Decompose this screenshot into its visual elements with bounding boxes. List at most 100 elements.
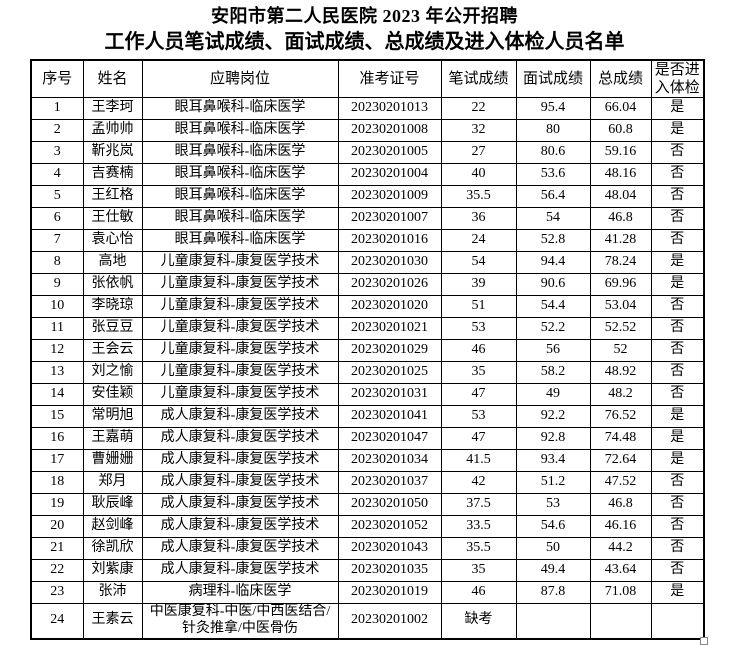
cell-name: 安佳颖 (82, 382, 143, 406)
table-header-row: 序号 姓名 应聘岗位 准考证号 笔试成绩 面试成绩 总成绩 是否进入体检 (30, 59, 705, 98)
cell-seq: 12 (30, 338, 84, 362)
cell-seq: 6 (30, 206, 84, 230)
cell-ticket-number: 20230201004 (337, 162, 442, 186)
cell-ticket-number: 20230201034 (337, 448, 442, 472)
cell-ticket-number: 20230201013 (337, 96, 442, 120)
cell-interview-score: 49.4 (515, 558, 591, 582)
table-row: 9 张依帆 儿童康复科-康复医学技术 20230201026 39 90.6 6… (30, 272, 705, 296)
cell-total-score: 44.2 (589, 536, 652, 560)
cell-written-score: 35 (440, 558, 517, 582)
table-row: 22 刘紫康 成人康复科-康复医学技术 20230201035 35 49.4 … (30, 558, 705, 582)
cell-physical-exam: 否 (650, 514, 705, 538)
table-row: 19 耿辰峰 成人康复科-康复医学技术 20230201050 37.5 53 … (30, 492, 705, 516)
cell-ticket-number: 20230201005 (337, 140, 442, 164)
cell-position: 眼耳鼻喉科-临床医学 (141, 206, 339, 230)
cell-position: 成人康复科-康复医学技术 (141, 492, 339, 516)
cell-seq: 22 (30, 558, 84, 582)
cell-ticket-number: 20230201002 (337, 602, 442, 640)
cell-physical-exam: 是 (650, 448, 705, 472)
results-table-body: 1 王李珂 眼耳鼻喉科-临床医学 20230201013 22 95.4 66.… (30, 96, 705, 640)
cell-position: 成人康复科-康复医学技术 (141, 426, 339, 450)
table-row: 3 靳兆岚 眼耳鼻喉科-临床医学 20230201005 27 80.6 59.… (30, 140, 705, 164)
cell-physical-exam: 是 (650, 96, 705, 120)
cell-physical-exam: 是 (650, 118, 705, 142)
cell-written-score: 36 (440, 206, 517, 230)
cell-position: 儿童康复科-康复医学技术 (141, 294, 339, 318)
cell-seq: 23 (30, 580, 84, 604)
cell-written-score: 35 (440, 360, 517, 384)
cell-ticket-number: 20230201019 (337, 580, 442, 604)
cell-written-score: 32 (440, 118, 517, 142)
cell-physical-exam: 否 (650, 228, 705, 252)
cell-name: 张沛 (82, 580, 143, 604)
cell-physical-exam: 否 (650, 360, 705, 384)
cell-physical-exam: 否 (650, 558, 705, 582)
cell-name: 常明旭 (82, 404, 143, 428)
cell-name: 袁心怡 (82, 228, 143, 252)
col-header-total-score: 总成绩 (589, 59, 652, 98)
cell-total-score: 53.04 (589, 294, 652, 318)
cell-written-score: 41.5 (440, 448, 517, 472)
cell-ticket-number: 20230201020 (337, 294, 442, 318)
table-row: 1 王李珂 眼耳鼻喉科-临床医学 20230201013 22 95.4 66.… (30, 96, 705, 120)
table-row: 12 王会云 儿童康复科-康复医学技术 20230201029 46 56 52… (30, 338, 705, 362)
table-row: 2 孟帅帅 眼耳鼻喉科-临床医学 20230201008 32 80 60.8 … (30, 118, 705, 142)
cell-name: 王红格 (82, 184, 143, 208)
cell-ticket-number: 20230201008 (337, 118, 442, 142)
cell-name: 刘之愉 (82, 360, 143, 384)
cell-interview-score: 49 (515, 382, 591, 406)
cell-seq: 3 (30, 140, 84, 164)
cell-position: 儿童康复科-康复医学技术 (141, 272, 339, 296)
cell-total-score: 76.52 (589, 404, 652, 428)
col-header-name: 姓名 (82, 59, 143, 98)
cell-written-score: 35.5 (440, 184, 517, 208)
table-row: 20 赵剑峰 成人康复科-康复医学技术 20230201052 33.5 54.… (30, 514, 705, 538)
cell-seq: 4 (30, 162, 84, 186)
cell-seq: 10 (30, 294, 84, 318)
cell-total-score: 69.96 (589, 272, 652, 296)
col-header-physical-exam: 是否进入体检 (650, 59, 705, 98)
cell-total-score: 48.04 (589, 184, 652, 208)
cell-name: 王嘉萌 (82, 426, 143, 450)
cell-interview-score: 54.6 (515, 514, 591, 538)
table-row: 18 郑月 成人康复科-康复医学技术 20230201037 42 51.2 4… (30, 470, 705, 494)
cell-total-score: 66.04 (589, 96, 652, 120)
col-header-position: 应聘岗位 (141, 59, 339, 98)
cell-name: 李晓琼 (82, 294, 143, 318)
cell-written-score: 39 (440, 272, 517, 296)
cell-total-score: 41.28 (589, 228, 652, 252)
table-row: 23 张沛 病理科-临床医学 20230201019 46 87.8 71.08… (30, 580, 705, 604)
cell-ticket-number: 20230201021 (337, 316, 442, 340)
cell-written-score: 35.5 (440, 536, 517, 560)
cell-total-score: 52 (589, 338, 652, 362)
cell-physical-exam: 否 (650, 206, 705, 230)
cell-total-score: 72.64 (589, 448, 652, 472)
col-header-interview-score: 面试成绩 (515, 59, 591, 98)
cell-name: 赵剑峰 (82, 514, 143, 538)
cell-ticket-number: 20230201030 (337, 250, 442, 274)
cell-written-score: 53 (440, 404, 517, 428)
cell-total-score: 59.16 (589, 140, 652, 164)
document-title: 安阳市第二人民医院 2023 年公开招聘 (211, 6, 518, 26)
table-row: 5 王红格 眼耳鼻喉科-临床医学 20230201009 35.5 56.4 4… (30, 184, 705, 208)
cell-seq: 9 (30, 272, 84, 296)
cell-seq: 24 (30, 602, 84, 640)
cell-ticket-number: 20230201025 (337, 360, 442, 384)
cell-interview-score: 95.4 (515, 96, 591, 120)
cell-ticket-number: 20230201050 (337, 492, 442, 516)
cell-physical-exam (650, 602, 705, 640)
col-header-seq: 序号 (30, 59, 84, 98)
cell-interview-score: 53.6 (515, 162, 591, 186)
cell-total-score: 47.52 (589, 470, 652, 494)
cell-seq: 21 (30, 536, 84, 560)
cell-interview-score: 56.4 (515, 184, 591, 208)
cell-total-score: 46.8 (589, 492, 652, 516)
cell-ticket-number: 20230201026 (337, 272, 442, 296)
cell-total-score: 48.92 (589, 360, 652, 384)
table-row: 11 张豆豆 儿童康复科-康复医学技术 20230201021 53 52.2 … (30, 316, 705, 340)
cell-total-score: 74.48 (589, 426, 652, 450)
cell-seq: 16 (30, 426, 84, 450)
cell-name: 徐凯欣 (82, 536, 143, 560)
results-table: 序号 姓名 应聘岗位 准考证号 笔试成绩 面试成绩 总成绩 是否进入体检 1 王… (30, 58, 705, 640)
cell-interview-score: 87.8 (515, 580, 591, 604)
